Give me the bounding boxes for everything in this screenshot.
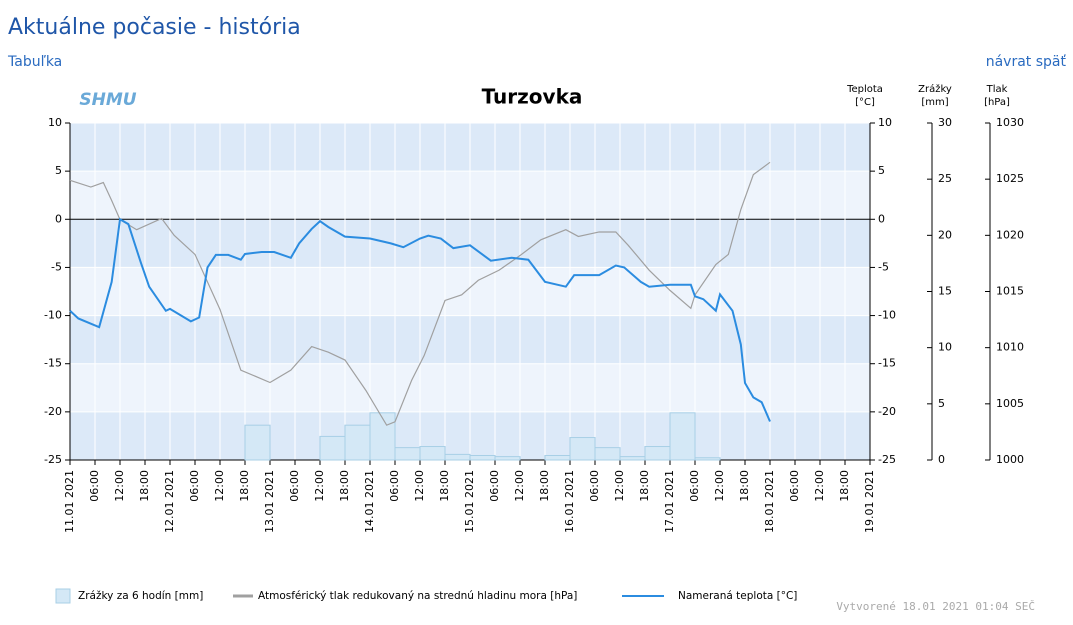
x-tick-label: 06:00 [588,470,601,502]
y-tick-label: -25 [44,453,62,466]
axis-title: Tlak [986,84,1008,95]
bar [544,455,571,461]
x-tick-label: 06:00 [88,470,101,502]
y-tick-label: 1030 [996,116,1024,129]
x-tick-label: 12:00 [613,470,626,502]
bar [419,446,446,461]
x-tick-label: 06:00 [388,470,401,502]
x-tick-label: 13.01 2021 [263,470,276,533]
x-tick-label: 06:00 [288,470,301,502]
page-title: Aktuálne počasie - história [8,15,301,40]
y-tick-label-right: -15 [878,357,896,370]
table-link[interactable]: Tabuľka [7,54,62,70]
axis-title: [mm] [921,97,948,108]
x-tick-label: 12:00 [113,470,126,502]
y-tick-label: 1025 [996,172,1024,185]
y-tick-label: 1000 [996,453,1024,466]
x-tick-label: 12:00 [413,470,426,502]
x-tick-label: 11.01 2021 [63,470,76,533]
bar [594,447,621,461]
chart-title: Turzovka [482,85,583,109]
y-tick-label: 10 [938,341,952,354]
y-tick-label-right: -20 [878,405,896,418]
line [69,217,771,422]
x-tick-label: 18:00 [238,470,251,502]
y-tick-label: -5 [51,260,62,273]
legend-swatch [55,588,71,604]
axis-title: [°C] [855,97,875,108]
y-tick-label: -15 [44,357,62,370]
y-tick-label: 10 [48,116,62,129]
y-tick-label: 20 [938,228,952,241]
bar [244,424,271,461]
bar [494,456,521,461]
x-tick-label: 12:00 [313,470,326,502]
x-tick-label: 06:00 [488,470,501,502]
y-tick-label-right: -5 [878,260,889,273]
y-tick-label: -10 [44,309,62,322]
x-tick-label: 18:00 [338,470,351,502]
bar [394,447,421,461]
y-tick-label: 5 [938,397,945,410]
legend-label: Atmosférický tlak redukovaný na strednú … [258,590,577,602]
y-tick-label-right: 0 [878,212,885,225]
line [69,161,771,426]
bar [344,424,371,461]
y-tick-label-right: -10 [878,309,896,322]
x-tick-label: 18:00 [738,470,751,502]
x-tick-label: 17.01 2021 [663,470,676,533]
x-tick-label: 14.01 2021 [363,470,376,533]
bar [369,412,396,461]
y-tick-label: -20 [44,405,62,418]
legend-label: Zrážky za 6 hodín [mm] [78,590,203,602]
x-tick-label: 06:00 [188,470,201,502]
x-tick-label: 12:00 [813,470,826,502]
axis-title: [hPa] [984,97,1010,108]
bar [644,446,671,461]
bar [669,412,696,461]
x-tick-label: 19.01 2021 [863,470,876,533]
y-tick-label: 5 [55,164,62,177]
x-tick-label: 18:00 [638,470,651,502]
y-tick-label: 1020 [996,228,1024,241]
x-tick-label: 15.01 2021 [463,470,476,533]
x-tick-label: 12:00 [713,470,726,502]
x-tick-label: 12.01 2021 [163,470,176,533]
y-tick-label: 1010 [996,341,1024,354]
bar [619,456,646,461]
y-tick-label: 25 [938,172,952,185]
x-tick-label: 06:00 [688,470,701,502]
bar [444,453,471,461]
bar [319,435,346,461]
bar [569,437,596,461]
logo: SHMU [79,90,136,110]
y-tick-label: 15 [938,285,952,298]
y-tick-label: 1015 [996,285,1024,298]
x-tick-label: 18.01 2021 [763,470,776,533]
y-tick-label: 1005 [996,397,1024,410]
back-link[interactable]: návrat späť [986,54,1067,70]
y-tick-label-right: 10 [878,116,892,129]
footer: Vytvorené 18.01 2021 01:04 SEČ [836,600,1035,613]
x-tick-label: 18:00 [538,470,551,502]
axis-title: Zrážky [918,83,952,95]
x-tick-label: 16.01 2021 [563,470,576,533]
y-tick-label: 30 [938,116,952,129]
y-tick-label-right: 5 [878,164,885,177]
x-tick-label: 18:00 [438,470,451,502]
x-tick-label: 12:00 [513,470,526,502]
y-tick-label: 0 [55,212,62,225]
y-tick-label-right: -25 [878,453,896,466]
bar [694,457,721,461]
x-tick-label: 18:00 [838,470,851,502]
x-tick-label: 18:00 [138,470,151,502]
x-tick-label: 06:00 [788,470,801,502]
x-tick-label: 12:00 [213,470,226,502]
bar [469,455,496,461]
axis-title: Teplota [846,84,883,95]
y-tick-label: 0 [938,453,945,466]
legend-label: Nameraná teplota [°C] [678,590,797,602]
